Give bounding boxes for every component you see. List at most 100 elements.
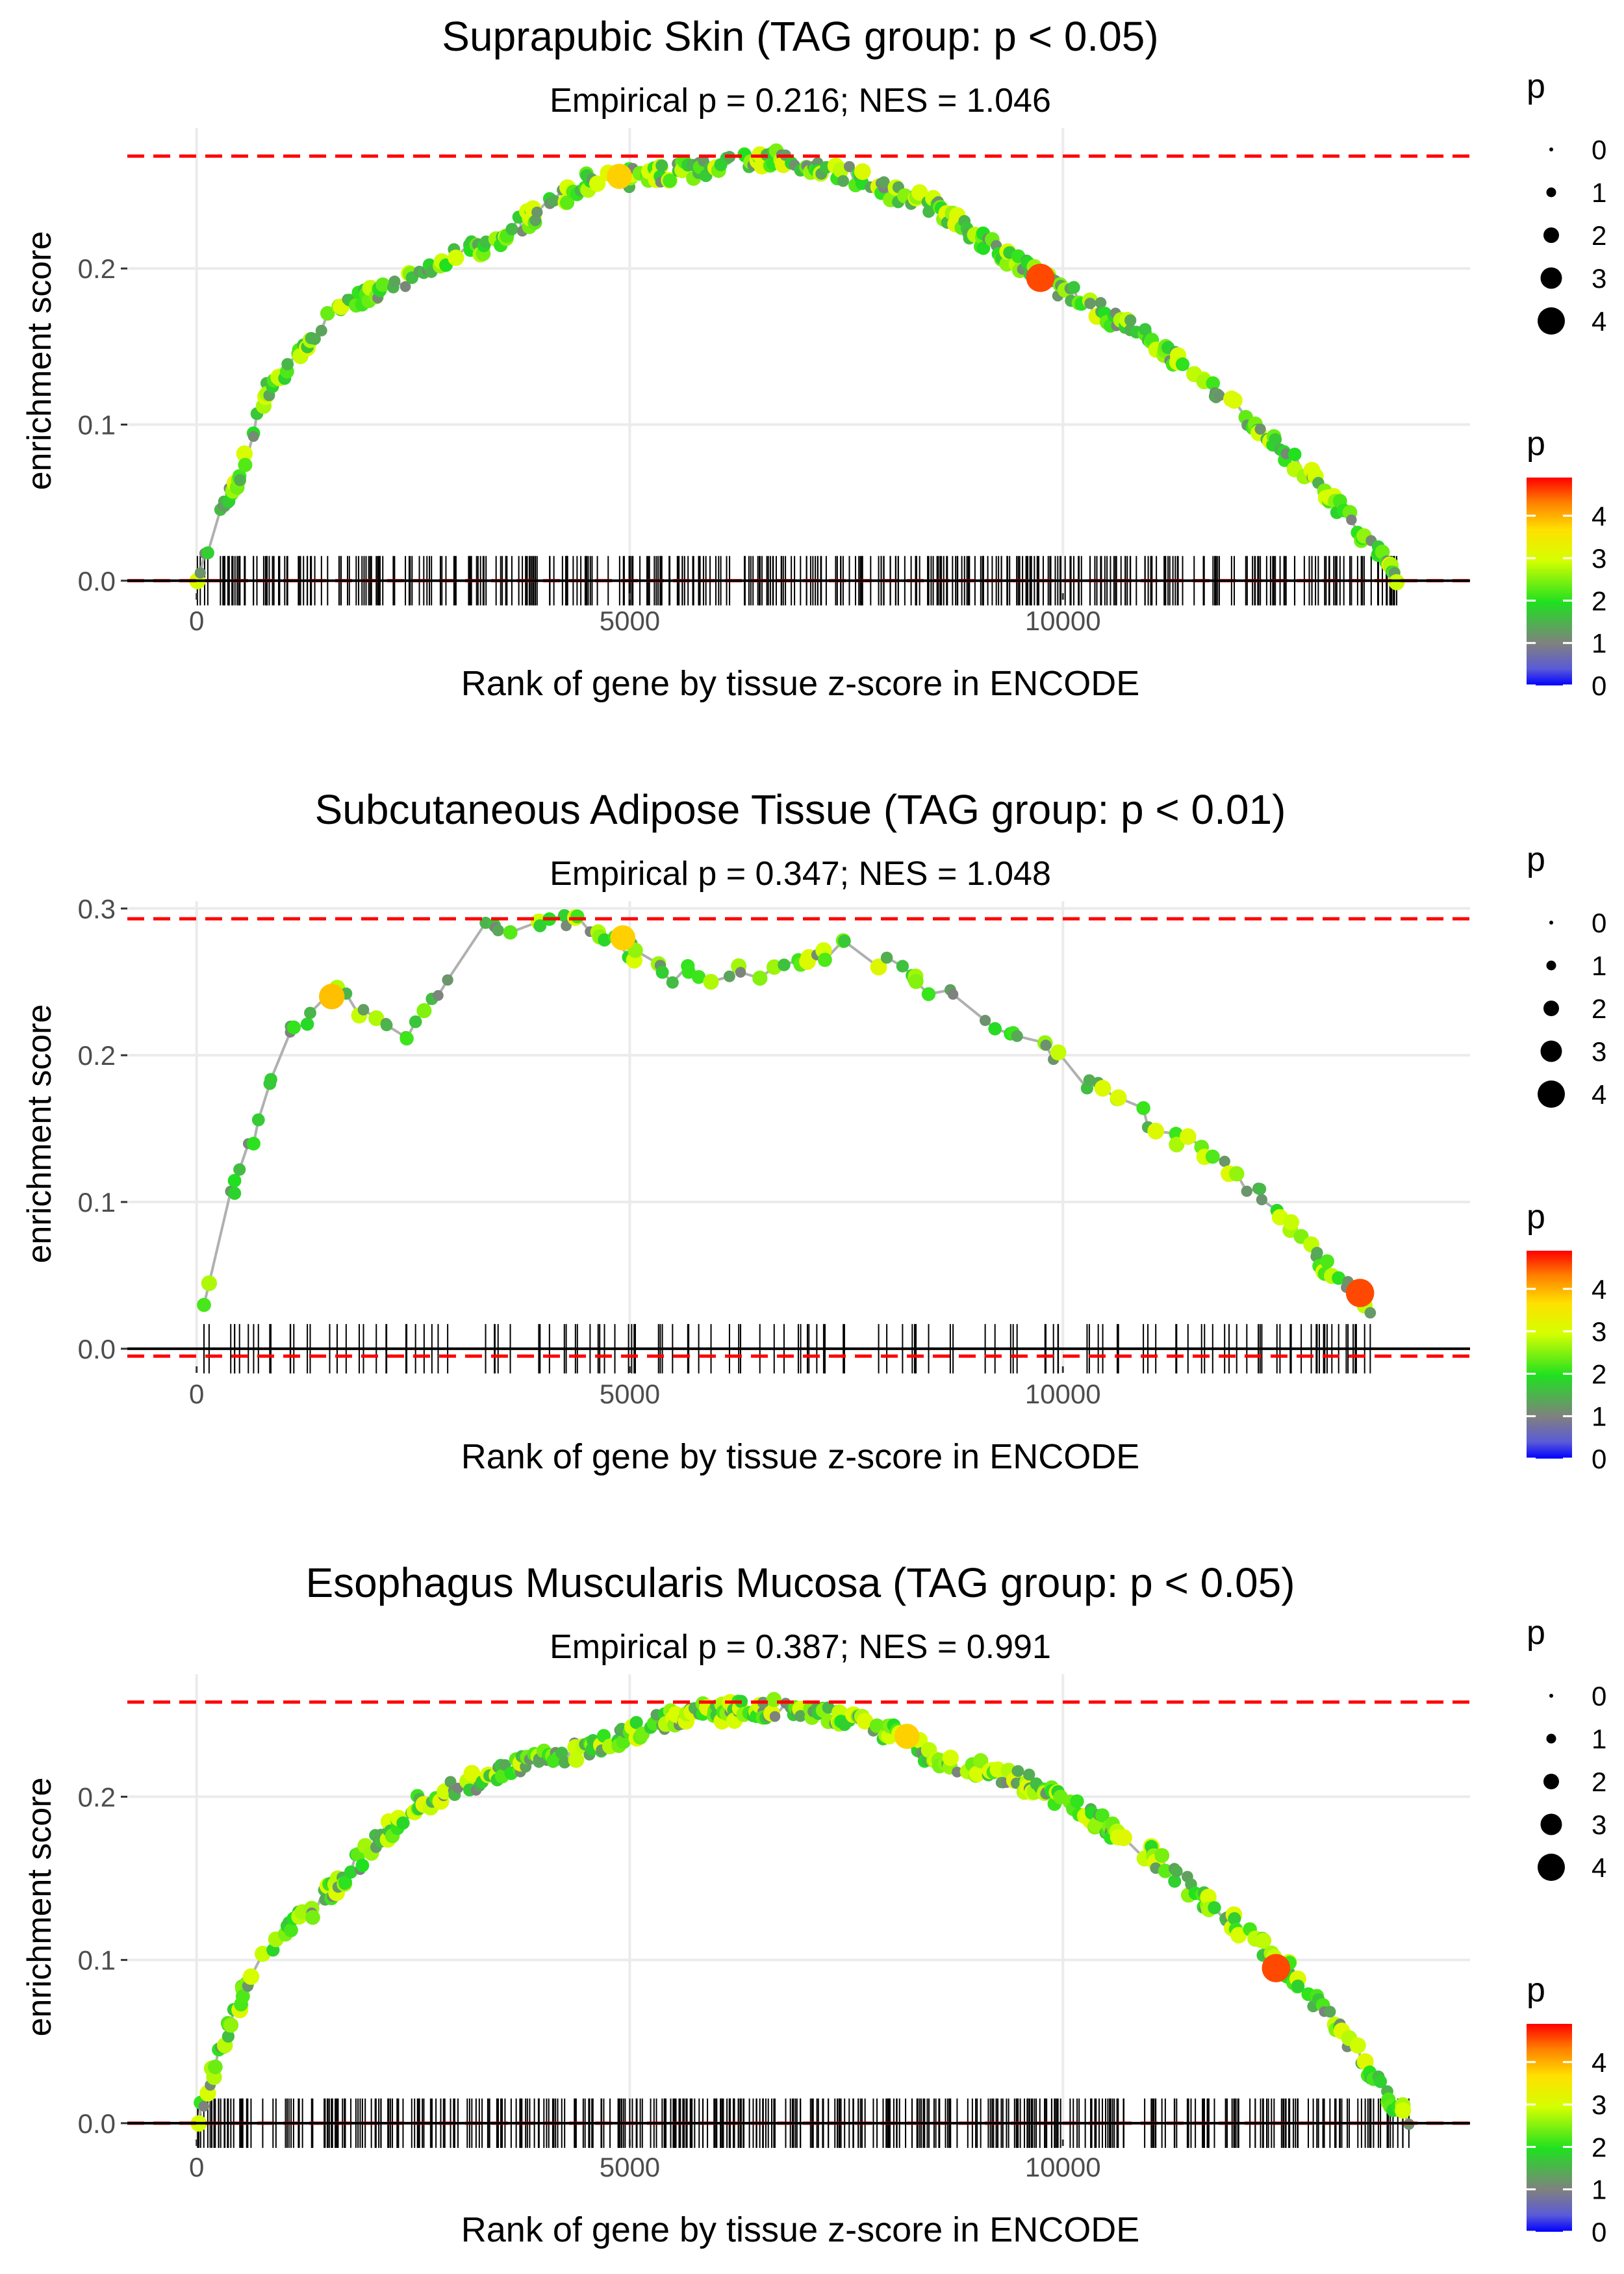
plot-area <box>127 1674 1470 2140</box>
gene-point <box>238 457 253 472</box>
legend-size-label: 1 <box>1592 951 1606 981</box>
gene-point <box>400 1031 414 1046</box>
legend-size-key <box>1549 921 1553 925</box>
gene-point <box>304 1006 316 1019</box>
legend-size-title: p <box>1527 841 1545 878</box>
gene-point <box>222 2030 235 2043</box>
gene-point <box>555 1746 568 1759</box>
legend: p 0 1 2 3 4 p 4 3 2 1 0 <box>1527 1614 1606 2247</box>
x-tick-label: 0 <box>189 606 204 636</box>
legend-color-label: 2 <box>1592 2132 1606 2162</box>
legend-color-label: 1 <box>1592 2175 1606 2205</box>
gene-point <box>1395 2102 1412 2119</box>
legend-size-label: 1 <box>1592 1724 1606 1754</box>
gene-point <box>234 474 246 487</box>
gene-point <box>242 1968 260 1985</box>
gene-point <box>1256 1194 1268 1206</box>
gene-point <box>1139 323 1152 336</box>
gene-point <box>663 173 678 188</box>
gene-point <box>309 333 321 345</box>
gene-point <box>769 1711 781 1722</box>
legend-size-label: 4 <box>1592 1079 1606 1110</box>
x-axis-label: Rank of gene by tissue z-score in ENCODE <box>461 664 1139 703</box>
gene-point <box>896 960 909 973</box>
gene-point <box>236 445 253 462</box>
gene-point <box>1226 392 1243 409</box>
legend-size-key <box>1546 187 1556 198</box>
gene-point <box>1283 1214 1300 1231</box>
x-tick-label: 5000 <box>600 606 660 636</box>
gene-point <box>1288 447 1302 461</box>
gene-point <box>976 241 991 255</box>
panel-title: Esophagus Muscularis Mucosa (TAG group: … <box>305 1559 1295 1606</box>
gene-point <box>1324 2006 1336 2018</box>
gene-point <box>208 2059 223 2075</box>
highlight-point <box>1345 1279 1375 1307</box>
y-tick-label: 0.1 <box>78 1945 116 1976</box>
legend-size-key <box>1549 147 1553 151</box>
gene-point <box>433 990 444 1001</box>
tick-labels: 0 5000 10000 0.0 0.1 0.2 <box>78 253 1101 636</box>
gene-point <box>1254 423 1266 435</box>
legend-size-key <box>1540 1040 1562 1062</box>
gene-point <box>1171 1865 1183 1878</box>
gene-point <box>629 1716 643 1730</box>
gene-point <box>233 1163 246 1176</box>
gene-point <box>1241 1185 1252 1197</box>
legend-size-title: p <box>1527 1614 1545 1652</box>
legend-size-key <box>1543 1774 1559 1789</box>
gene-point <box>201 546 214 559</box>
legend-size-label: 2 <box>1592 993 1606 1024</box>
gene-point <box>1067 281 1080 294</box>
y-tick-label: 0.1 <box>78 410 116 441</box>
gene-point <box>1136 1101 1150 1116</box>
panel-2: Subcutaneous Adipose Tissue (TAG group: … <box>21 786 1606 1476</box>
legend-color-title: p <box>1527 1971 1545 2009</box>
gene-point <box>856 1713 874 1730</box>
legend-size-key <box>1543 1001 1559 1016</box>
legend-color-title: p <box>1527 1198 1545 1236</box>
gene-point <box>691 969 706 984</box>
x-tick-label: 0 <box>189 2152 204 2182</box>
legend-color-label: 0 <box>1592 1444 1606 1474</box>
gene-point <box>1228 1912 1241 1925</box>
gene-point <box>1228 1166 1245 1182</box>
gene-point <box>281 358 294 370</box>
gene-point <box>952 1767 963 1778</box>
plot-area <box>127 901 1470 1366</box>
gene-point <box>973 1753 989 1769</box>
legend-size-key <box>1549 1694 1553 1698</box>
y-tick-label: 0.2 <box>78 1782 116 1812</box>
gene-points <box>190 1692 1415 2132</box>
gene-point <box>444 1776 457 1788</box>
gene-point <box>227 1173 242 1188</box>
gene-point <box>463 1765 481 1782</box>
legend-color-title: p <box>1527 425 1545 463</box>
legend-size-label: 0 <box>1592 134 1606 165</box>
gene-point <box>1332 1271 1346 1285</box>
gene-point <box>1200 1888 1217 1906</box>
gene-point <box>655 159 668 172</box>
legend-color-label: 0 <box>1592 671 1606 701</box>
legend-color-label: 2 <box>1592 1359 1606 1389</box>
x-tick-label: 0 <box>189 1379 204 1409</box>
x-axis-label: Rank of gene by tissue z-score in ENCODE <box>461 1437 1139 1476</box>
legend-size-key <box>1538 1854 1565 1881</box>
gene-point <box>246 1136 260 1151</box>
gene-point <box>1083 1074 1096 1086</box>
legend-color-label: 1 <box>1592 628 1606 659</box>
gene-point <box>1147 1123 1165 1140</box>
gene-point <box>559 195 575 211</box>
gene-point <box>844 160 855 172</box>
gene-point <box>357 1004 370 1016</box>
legend-size-label: 4 <box>1592 306 1606 337</box>
gene-point <box>388 275 401 288</box>
legend-size-label: 1 <box>1592 177 1606 208</box>
y-tick-label: 0.0 <box>78 2108 116 2139</box>
gene-point <box>320 306 335 321</box>
gene-point <box>703 973 719 990</box>
gene-point <box>1070 1794 1084 1809</box>
gene-point <box>869 1718 885 1733</box>
highlight-point <box>894 1724 920 1749</box>
legend-size-label: 3 <box>1592 1036 1606 1067</box>
